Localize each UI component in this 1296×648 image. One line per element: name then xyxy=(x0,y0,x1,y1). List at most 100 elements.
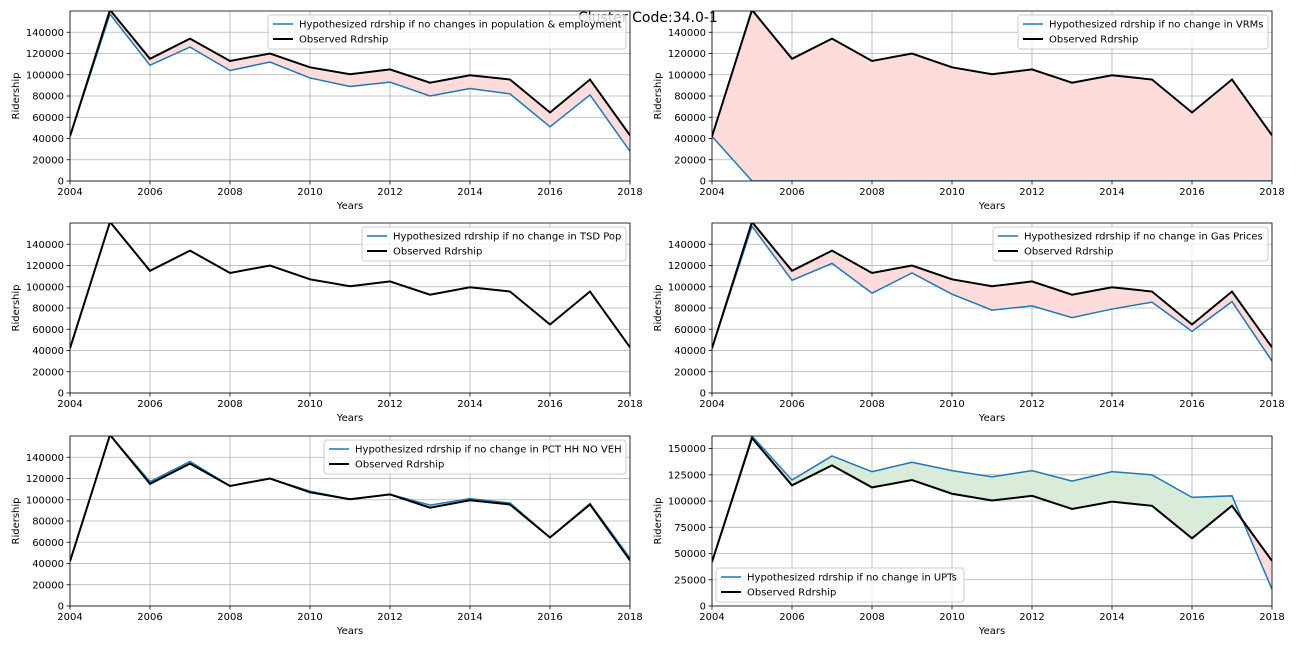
x-tick-label: 2010 xyxy=(939,399,964,410)
x-tick-label: 2016 xyxy=(1179,612,1204,623)
fill-segment xyxy=(752,11,792,181)
legend-label-observed: Observed Rdrship xyxy=(1024,247,1113,258)
fill-segment xyxy=(390,69,430,96)
y-tick-label: 140000 xyxy=(668,240,706,251)
fill-segment xyxy=(992,281,1032,311)
y-tick-label: 100000 xyxy=(26,70,64,81)
x-tick-label: 2006 xyxy=(137,399,162,410)
fill-segment xyxy=(1152,291,1192,332)
observed-line xyxy=(712,223,1272,349)
y-axis-label: Ridership xyxy=(653,72,664,119)
y-axis-label: Ridership xyxy=(11,72,22,119)
y-tick-label: 100000 xyxy=(668,497,706,508)
x-axis-label: Years xyxy=(978,201,1005,212)
subplot-2: 2004 2006 2008 2010 2012 2014 2016 2018 0 20000 40… xyxy=(653,10,1285,212)
fill-segment xyxy=(1072,75,1112,181)
y-tick-label: 40000 xyxy=(32,346,64,357)
legend-label-observed: Observed Rdrship xyxy=(355,460,444,471)
y-tick-label: 80000 xyxy=(674,92,706,103)
x-tick-label: 2010 xyxy=(297,399,322,410)
x-tick-label: 2010 xyxy=(939,612,964,623)
fill-segment xyxy=(832,38,872,181)
fill-segment xyxy=(1112,75,1152,181)
y-tick-label: 0 xyxy=(58,602,64,613)
y-tick-label: 0 xyxy=(58,177,64,188)
legend-box xyxy=(267,14,627,50)
fill-segment xyxy=(230,53,270,71)
legend: Hypothesized rdrship if no change in TSD… xyxy=(361,226,627,262)
y-tick-label: 120000 xyxy=(26,474,64,485)
y-tick-label: 100000 xyxy=(668,282,706,293)
x-tick-label: 2018 xyxy=(617,399,642,410)
y-tick-label: 150000 xyxy=(668,444,706,455)
y-tick-label: 100000 xyxy=(26,282,64,293)
x-axis-label: Years xyxy=(336,626,363,637)
y-tick-label: 0 xyxy=(700,389,706,400)
fill-segment xyxy=(1192,495,1232,539)
x-tick-label: 2008 xyxy=(217,399,242,410)
lines xyxy=(70,436,630,562)
x-tick-label: 2018 xyxy=(617,187,642,198)
y-tick-label: 0 xyxy=(700,602,706,613)
y-tick-label: 40000 xyxy=(674,134,706,145)
observed-line xyxy=(712,436,1272,563)
x-tick-label: 2006 xyxy=(779,399,804,410)
y-tick-label: 60000 xyxy=(674,325,706,336)
subplot-4: 2004 2006 2008 2010 2012 2014 2016 2018 0 20000 40… xyxy=(653,222,1285,424)
y-tick-label: 80000 xyxy=(32,304,64,315)
x-tick-label: 2008 xyxy=(859,612,884,623)
y-tick-label: 140000 xyxy=(668,28,706,39)
y-tick-label: 125000 xyxy=(668,470,706,481)
legend-box xyxy=(1017,14,1269,50)
legend: Hypothesized rdrship if no change in UPT… xyxy=(715,567,965,603)
fill-segment xyxy=(1072,471,1112,509)
x-tick-label: 2006 xyxy=(137,612,162,623)
legend: Hypothesized rdrship if no change in VRM… xyxy=(1017,14,1269,50)
x-tick-label: 2004 xyxy=(699,187,724,198)
fill-segment xyxy=(832,455,872,488)
x-tick-label: 2012 xyxy=(377,399,402,410)
fill-segment xyxy=(992,470,1032,501)
y-tick-label: 60000 xyxy=(674,113,706,124)
subplot-1: 2004 2006 2008 2010 2012 2014 2016 2018 0 20000 40… xyxy=(11,10,643,212)
fill-segment xyxy=(952,470,992,501)
fill-segment xyxy=(792,250,832,281)
legend-box xyxy=(992,226,1269,262)
y-tick-label: 40000 xyxy=(32,134,64,145)
legend-label-observed: Observed Rdrship xyxy=(1049,35,1138,46)
x-tick-label: 2016 xyxy=(1179,187,1204,198)
x-tick-label: 2016 xyxy=(537,187,562,198)
legend-label-hypothesized: Hypothesized rdrship if no change in TSD… xyxy=(393,232,621,243)
fill-segment xyxy=(150,38,190,66)
fill-segment xyxy=(912,265,952,295)
x-tick-label: 2014 xyxy=(457,187,482,198)
observed-line xyxy=(70,436,630,562)
fill-segment xyxy=(1192,291,1232,332)
x-axis-label: Years xyxy=(978,413,1005,424)
fill-segment xyxy=(792,455,832,486)
fill-segment xyxy=(590,79,630,152)
legend-label-hypothesized: Hypothesized rdrship if no change in PCT… xyxy=(355,445,622,456)
y-tick-label: 25000 xyxy=(674,575,706,586)
fill-segment xyxy=(792,38,832,181)
x-tick-label: 2012 xyxy=(1019,187,1044,198)
axes-frame xyxy=(711,222,1273,394)
fill-segment xyxy=(912,53,952,181)
y-tick-label: 60000 xyxy=(32,538,64,549)
x-tick-label: 2018 xyxy=(1259,612,1284,623)
legend-box xyxy=(361,226,627,262)
x-tick-label: 2012 xyxy=(1019,399,1044,410)
y-tick-label: 40000 xyxy=(674,346,706,357)
x-tick-label: 2006 xyxy=(137,187,162,198)
fill-segment xyxy=(952,67,992,181)
y-tick-label: 120000 xyxy=(668,49,706,60)
axes-frame xyxy=(711,435,1273,607)
axes-frame xyxy=(69,435,631,607)
y-tick-label: 60000 xyxy=(32,325,64,336)
legend-label-hypothesized: Hypothesized rdrship if no change in UPT… xyxy=(747,573,957,584)
axes-frame xyxy=(69,222,631,394)
axes-frame xyxy=(711,10,1273,182)
x-tick-label: 2012 xyxy=(377,187,402,198)
y-tick-label: 140000 xyxy=(26,28,64,39)
